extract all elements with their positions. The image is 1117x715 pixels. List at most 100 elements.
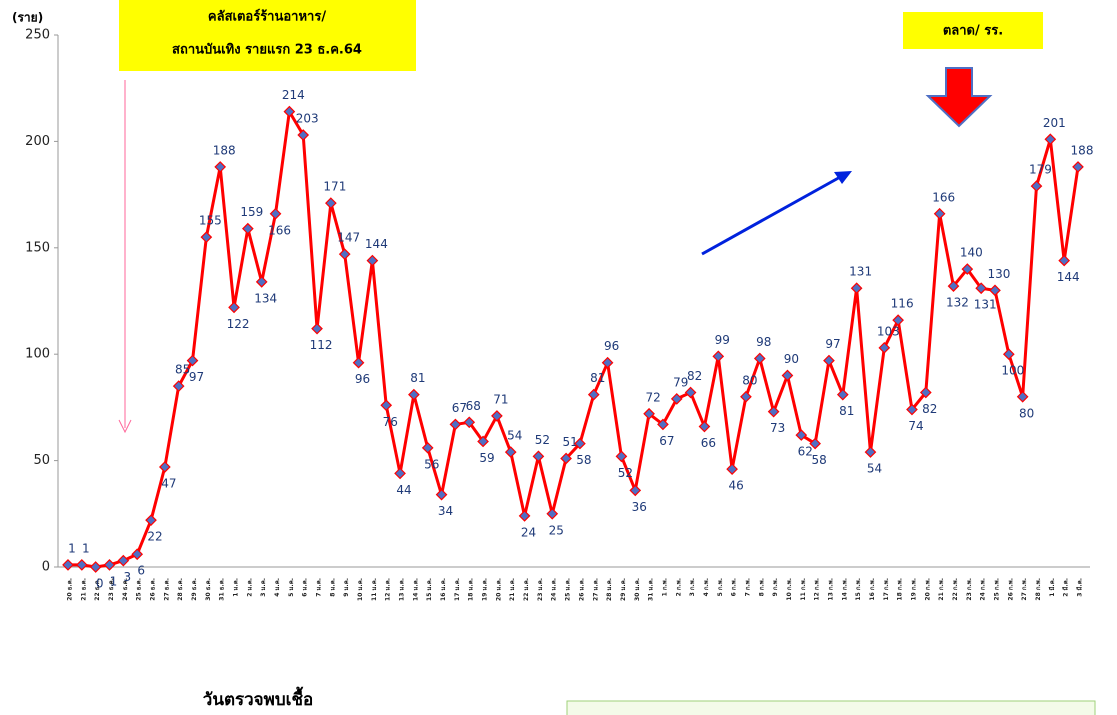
data-label: 82: [922, 402, 937, 416]
x-tick-label: 6 ก.พ.: [731, 578, 738, 596]
x-tick-label: 4 ม.ค.: [274, 578, 281, 597]
x-tick-label: 7 ม.ค.: [316, 578, 323, 597]
data-point: [62, 559, 74, 571]
y-tick-label: 250: [25, 28, 50, 43]
x-tick-label: 28 ก.พ.: [1035, 578, 1042, 601]
x-tick-label: 27 ม.ค.: [592, 578, 599, 601]
data-point: [1044, 133, 1057, 146]
annotation-line: สถานบันเทิง รายแรก 23 ธ.ค.64: [172, 43, 362, 58]
data-point: [463, 416, 476, 429]
x-tick-label: 6 ม.ค.: [302, 578, 309, 597]
data-label: 71: [493, 392, 508, 406]
data-label: 73: [770, 421, 785, 435]
data-label: 67: [452, 401, 467, 415]
x-tick-label: 15 ก.พ.: [855, 578, 862, 601]
data-point: [947, 280, 960, 292]
data-point: [504, 446, 517, 458]
x-tick-label: 13 ก.พ.: [827, 578, 834, 601]
data-point: [75, 559, 88, 571]
x-tick-label: 14 ก.พ.: [841, 578, 848, 601]
data-label: 22: [147, 530, 162, 544]
data-label: 97: [189, 370, 204, 384]
x-tick-label: 21 ม.ค.: [509, 578, 516, 601]
data-point: [242, 222, 254, 235]
data-point: [836, 388, 849, 401]
data-label: 81: [839, 404, 854, 418]
data-point: [283, 105, 296, 118]
data-label: 58: [811, 453, 826, 467]
data-label: 130: [988, 267, 1011, 281]
x-tick-label: 1 มี.ค.: [1048, 578, 1056, 597]
x-tick-label: 3 ม.ค.: [260, 578, 267, 597]
x-tick-label: 27 ก.พ.: [1021, 578, 1028, 601]
x-tick-label: 26 ม.ค.: [578, 578, 585, 601]
x-tick-label: 2 มี.ค.: [1062, 578, 1070, 597]
x-tick-label: 8 ม.ค.: [329, 578, 336, 597]
data-point: [394, 467, 406, 480]
data-point: [753, 352, 766, 365]
data-point: [1016, 390, 1029, 403]
data-point: [200, 231, 213, 244]
x-tick-label: 29 ม.ค.: [620, 578, 627, 601]
x-tick-label: 31 ธ.ค.: [219, 578, 226, 601]
data-label: 24: [521, 525, 536, 539]
pointer-arrow-head: [118, 419, 132, 434]
data-label: 82: [687, 369, 702, 383]
x-tick-label: 5 ม.ค.: [288, 578, 295, 597]
trend-arrow-head: [834, 171, 852, 184]
data-point: [159, 461, 171, 473]
data-point: [781, 369, 794, 382]
x-tick-label: 17 ก.พ.: [883, 578, 890, 601]
data-point: [297, 129, 310, 141]
data-point: [269, 207, 282, 220]
data-label: 103: [877, 324, 900, 338]
data-point: [103, 559, 116, 571]
data-point: [131, 548, 144, 561]
data-label: 159: [240, 205, 263, 219]
x-tick-label: 23 ธ.ค.: [108, 578, 115, 601]
data-label: 122: [227, 317, 250, 331]
x-tick-label: 29 ธ.ค.: [191, 578, 198, 601]
data-point: [684, 386, 697, 399]
data-label: 81: [590, 371, 605, 385]
x-tick-label: 2 ก.พ.: [675, 578, 682, 596]
data-label: 134: [254, 291, 277, 305]
data-point: [1072, 161, 1084, 173]
data-point: [228, 301, 240, 314]
data-label: 58: [576, 453, 591, 467]
data-label: 188: [213, 143, 236, 157]
data-label: 99: [715, 333, 730, 347]
data-label: 179: [1029, 163, 1052, 177]
x-tick-label: 26 ก.พ.: [1007, 578, 1014, 601]
data-label: 34: [438, 504, 453, 518]
data-label: 54: [507, 429, 522, 443]
data-label: 203: [296, 112, 319, 126]
x-tick-label: 16 ก.พ.: [869, 578, 876, 601]
y-unit: (ราย): [12, 11, 43, 25]
x-tick-label: 21 ก.พ.: [938, 578, 945, 601]
data-point: [864, 446, 877, 458]
data-point: [338, 248, 351, 261]
data-label: 96: [355, 372, 370, 386]
x-tick-label: 21 ธ.ค.: [80, 578, 87, 601]
data-label: 90: [784, 352, 799, 366]
x-tick-label: 28 ม.ค.: [606, 578, 613, 601]
data-label: 144: [365, 237, 388, 251]
data-point: [214, 161, 227, 173]
x-tick-label: 9 ก.พ.: [772, 578, 779, 596]
x-tick-label: 24 ก.พ.: [980, 578, 987, 601]
data-label: 80: [1019, 406, 1034, 420]
x-tick-label: 2 ม.ค.: [246, 578, 253, 597]
data-label: 51: [562, 435, 577, 449]
data-label: 116: [891, 297, 914, 311]
data-point: [587, 388, 600, 401]
data-point: [145, 514, 157, 527]
data-label: 140: [960, 246, 983, 260]
x-tick-label: 25 ม.ค.: [565, 578, 572, 601]
data-point: [629, 484, 642, 497]
data-label: 62: [798, 445, 813, 459]
x-tick-label: 17 ม.ค.: [454, 578, 461, 601]
data-point: [698, 420, 711, 433]
x-tick-label: 3 ก.พ.: [689, 578, 696, 596]
